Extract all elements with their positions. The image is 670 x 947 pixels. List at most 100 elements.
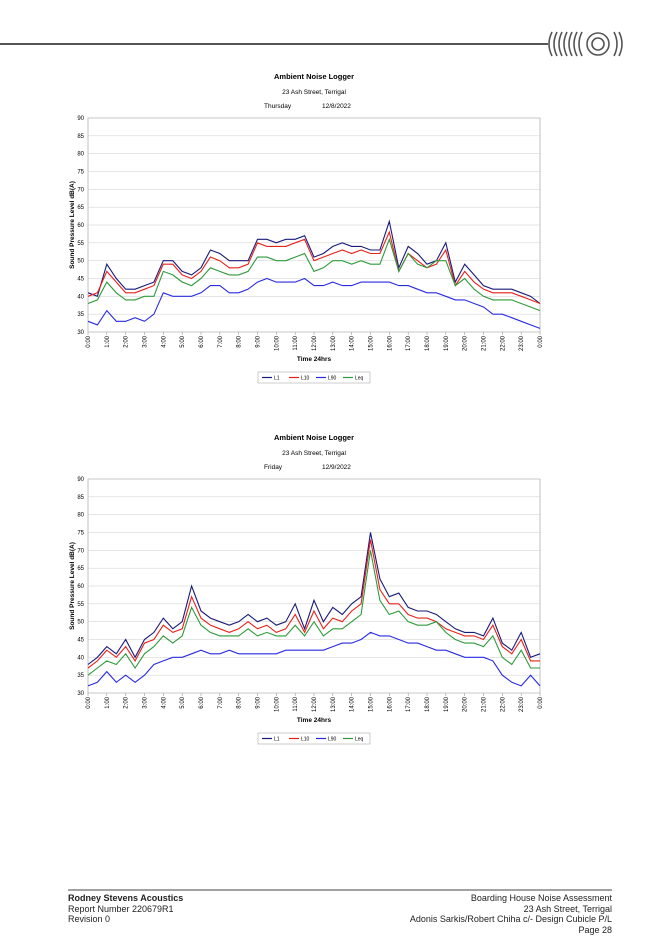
y-tick-label: 45 [77,638,84,644]
y-tick-label: 30 [77,691,84,697]
x-tick-label: 16:00 [387,335,393,351]
address: 23 Ash Street, Terrigal [523,903,612,914]
x-tick-label: 22:00 [500,696,506,712]
x-tick-label: 15:00 [369,335,375,351]
legend-label: L1 [274,376,280,382]
x-tick-label: 3:00 [143,335,149,347]
chart-subtitle: 23 Ash Street, Terrigal [282,450,346,457]
x-tick-label: 8:00 [237,696,243,708]
x-tick-label: 20:00 [463,335,469,351]
y-tick-label: 85 [77,495,84,501]
legend: L1 L10 L90 Leq [257,732,371,745]
x-tick-label: 0:00 [538,696,544,708]
y-tick-label: 40 [77,294,84,300]
series-line [87,237,541,312]
series-line [87,631,541,687]
legend-box [257,732,371,745]
y-tick-label: 75 [77,170,84,176]
x-tick-label: 6:00 [199,335,205,347]
footer-left: Rodney Stevens Acoustics Report Number 2… [68,893,183,925]
y-axis-label: Sound Pressure Level dB(A) [69,542,76,630]
x-tick-label: 1:00 [105,335,111,347]
x-tick-label: 13:00 [331,696,337,712]
x-tick-label: 0:00 [86,335,92,347]
x-tick-label: 18:00 [425,696,431,712]
legend-label: Leq [355,376,364,382]
chart-title: Ambient Noise Logger [274,72,354,81]
date: 12/8/2022 [322,103,351,110]
x-tick-label: 22:00 [500,335,506,351]
y-tick-label: 35 [77,673,84,679]
charts: Ambient Noise Logger 23 Ash Street, Terri… [69,72,544,745]
y-tick-label: 85 [77,134,84,140]
footer-right: Boarding House Noise Assessment 23 Ash S… [410,893,612,935]
x-tick-label: 21:00 [482,335,488,351]
y-tick-label: 80 [77,513,84,519]
x-tick-label: 8:00 [237,335,243,347]
series-line [87,550,540,676]
chart-title: Ambient Noise Logger [274,433,354,442]
y-tick-label: 40 [77,655,84,661]
legend-label: L90 [328,376,337,382]
x-axis-label: Time 24hrs [297,356,332,363]
x-tick-label: 18:00 [425,335,431,351]
footer-rule-box [68,889,612,891]
y-tick-label: 30 [77,330,84,336]
y-tick-label: 60 [77,584,84,590]
legend-label: Leq [355,737,364,743]
legend-box [257,371,371,384]
y-tick-label: 70 [77,187,84,193]
x-tick-label: 2:00 [124,696,130,708]
x-tick-label: 10:00 [274,335,280,351]
series-line [87,277,541,329]
x-tick-label: 7:00 [218,335,224,347]
y-tick-label: 75 [77,531,84,537]
chart-subtitle: 23 Ash Street, Terrigal [282,89,346,96]
x-tick-label: 19:00 [444,696,450,712]
x-tick-label: 14:00 [350,335,356,351]
x-tick-label: 0:00 [86,696,92,708]
x-tick-label: 9:00 [256,335,262,347]
y-axis-label: Sound Pressure Level dB(A) [69,181,76,269]
y-tick-label: 45 [77,277,84,283]
legend-label: L1 [274,737,280,743]
y-tick-label: 50 [77,620,84,626]
series-line [87,230,541,305]
x-tick-label: 14:00 [350,696,356,712]
report-number: Report Number 220679R1 [68,903,174,914]
x-tick-label: 15:00 [369,696,375,712]
x-tick-label: 4:00 [161,696,167,708]
legend: L1 L10 L90 Leq [257,371,371,384]
x-tick-label: 12:00 [312,335,318,351]
y-tick-label: 35 [77,312,84,318]
x-tick-label: 23:00 [519,696,525,712]
x-tick-label: 0:00 [538,335,544,347]
y-tick-label: 90 [77,477,84,483]
series-line [87,532,541,665]
y-tick-label: 70 [77,548,84,554]
y-tick-label: 55 [77,602,84,608]
logo [548,31,623,57]
legend-label: L10 [301,737,310,743]
x-tick-label: 17:00 [406,696,412,712]
x-tick-label: 10:00 [274,696,280,712]
y-tick-label: 50 [77,259,84,265]
document-title: Boarding House Noise Assessment [470,893,612,903]
x-tick-label: 1:00 [105,696,111,708]
day: Thursday [264,103,292,110]
x-tick-label: 21:00 [482,696,488,712]
date: 12/9/2022 [322,464,351,471]
series-line [87,219,541,304]
y-tick-label: 55 [77,241,84,247]
series-line [87,539,540,669]
chart: Ambient Noise Logger 23 Ash Street, Terri… [69,433,544,745]
company: Rodney Stevens Acoustics [68,893,184,903]
x-tick-label: 11:00 [293,696,299,711]
x-tick-label: 4:00 [161,335,167,347]
x-tick-label: 23:00 [519,335,525,351]
x-tick-label: 5:00 [180,335,186,347]
x-tick-label: 5:00 [180,696,186,708]
chart: Ambient Noise Logger 23 Ash Street, Terri… [69,72,544,384]
header-graphic [0,31,623,57]
